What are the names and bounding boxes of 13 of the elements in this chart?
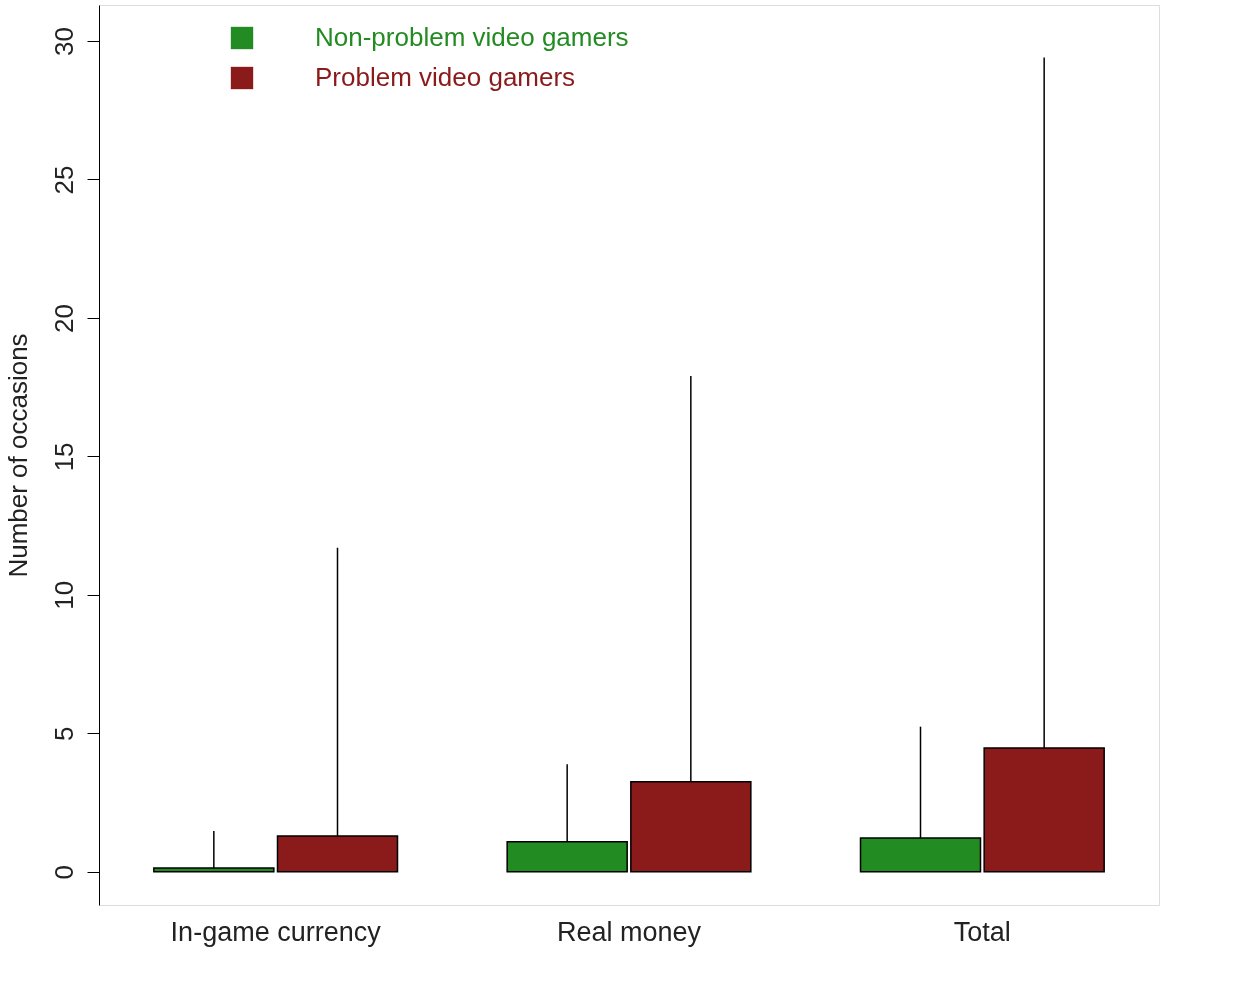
y-tick-label: 15 (48, 442, 79, 472)
legend-label: Non-problem video gamers (315, 22, 629, 52)
x-tick-label: Real money (556, 916, 702, 947)
y-axis-title: Number of occasions (2, 333, 33, 578)
y-tick-label: 25 (48, 165, 79, 195)
y-tick-label: 0 (48, 865, 79, 880)
y-tick-label: 10 (48, 580, 79, 610)
legend-label: Problem video gamers (315, 62, 576, 92)
x-tick-label: Total (953, 916, 1011, 947)
x-tick-label: In-game currency (170, 916, 382, 947)
y-tick-label: 20 (48, 303, 79, 333)
y-tick-label: 5 (48, 726, 79, 742)
y-tick-label: 30 (48, 27, 79, 56)
